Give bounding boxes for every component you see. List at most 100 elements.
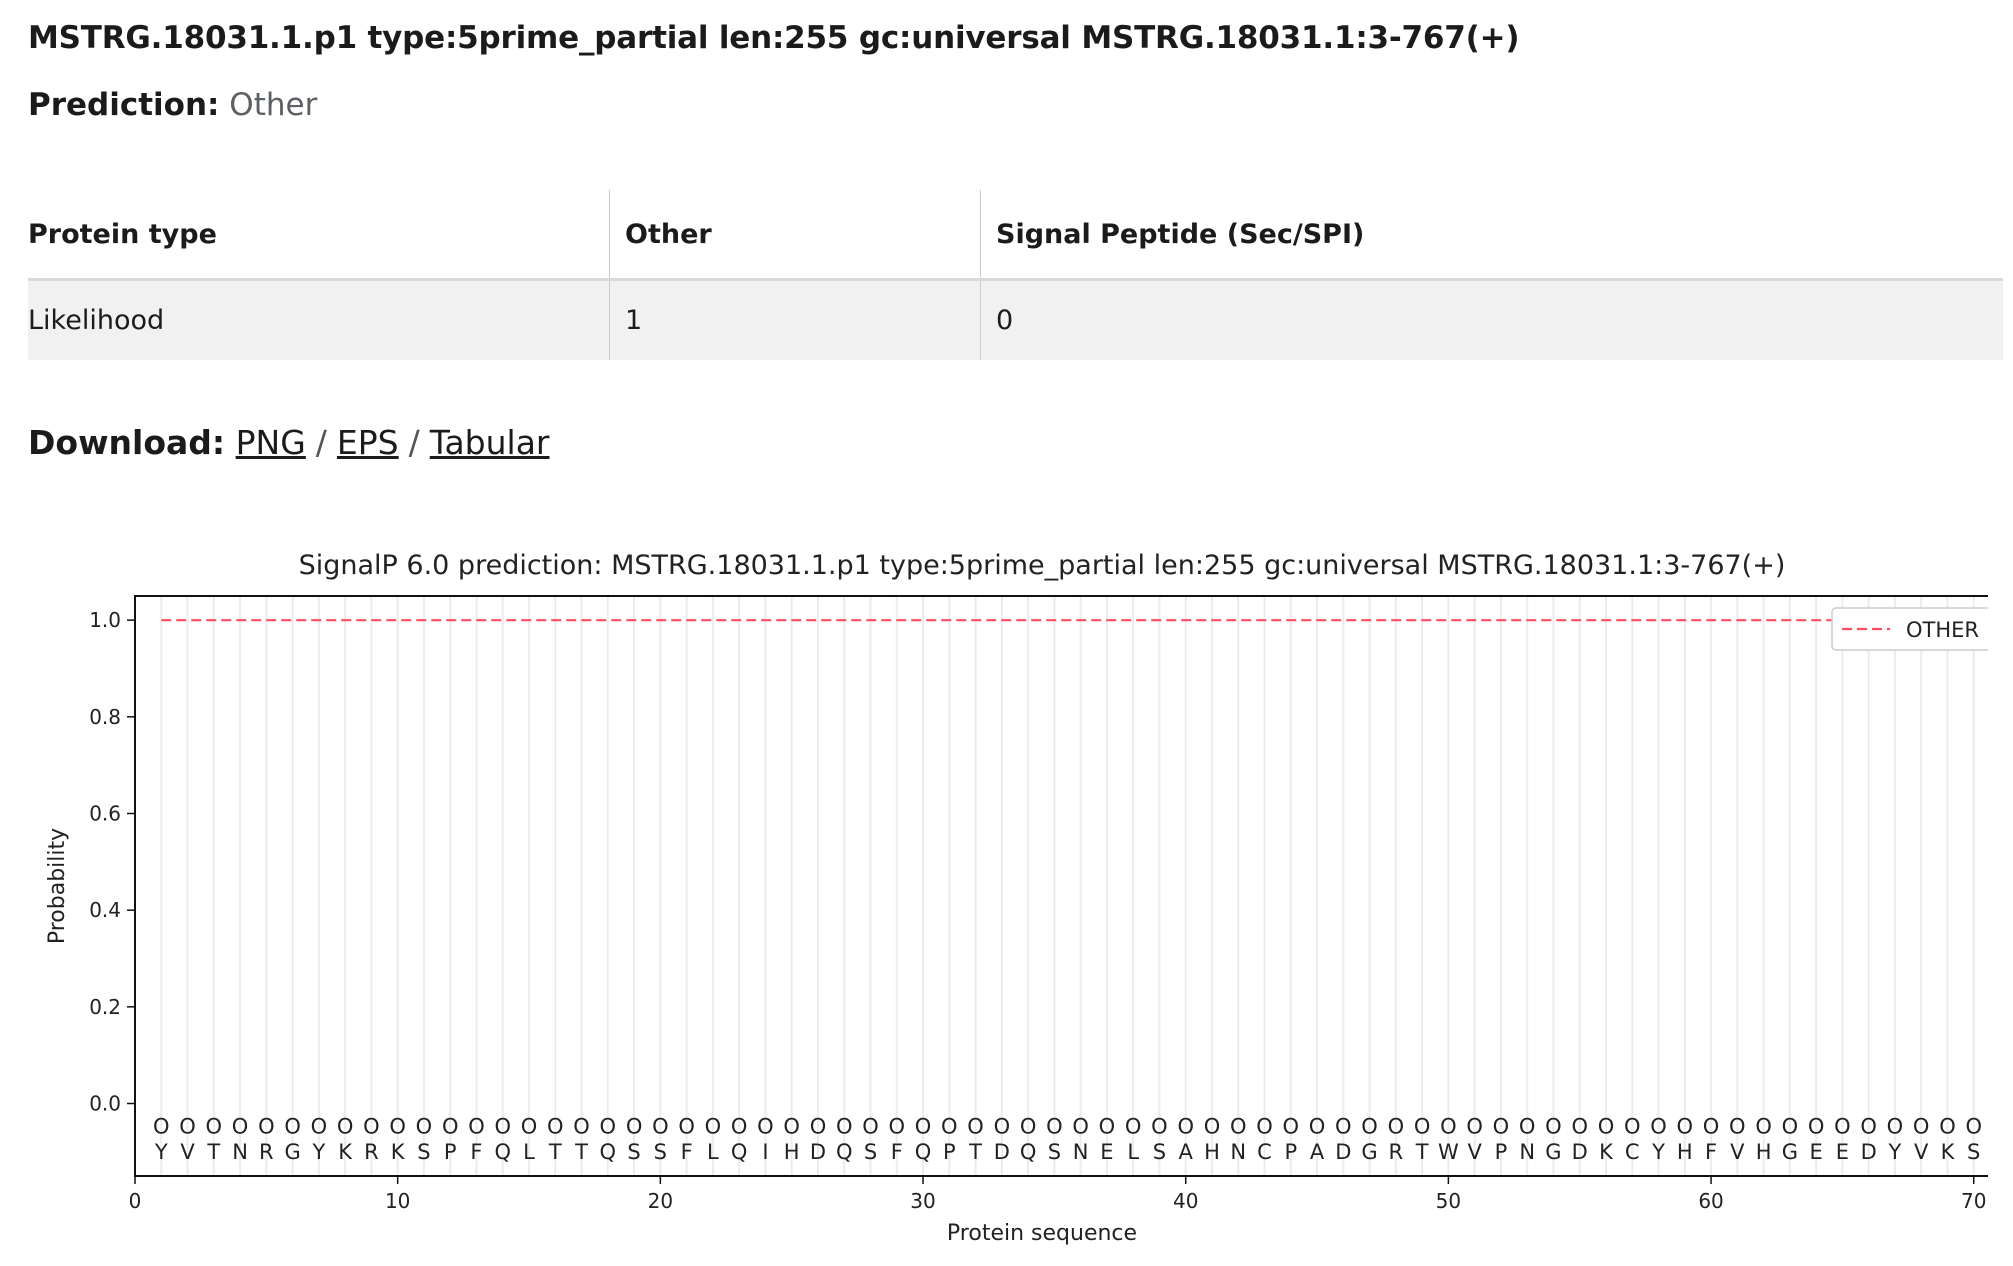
residue-marker: O: [1939, 1114, 1956, 1138]
residue-label: A: [1310, 1140, 1325, 1164]
residue-marker: O: [731, 1114, 748, 1138]
residue-marker: O: [915, 1114, 932, 1138]
residue-label: E: [1100, 1140, 1113, 1164]
residue-marker: O: [1755, 1114, 1772, 1138]
y-tick-label: 0.8: [89, 705, 121, 729]
residue-marker: O: [1099, 1114, 1116, 1138]
residue-label: N: [1230, 1140, 1246, 1164]
residue-label: K: [391, 1140, 406, 1164]
residue-label: W: [1438, 1140, 1459, 1164]
residue-label: K: [1599, 1140, 1614, 1164]
table-cell-signal-peptide-value: 0: [980, 279, 2003, 360]
download-png-link[interactable]: PNG: [235, 423, 306, 462]
residue-marker: O: [1703, 1114, 1720, 1138]
residue-label: P: [1284, 1140, 1297, 1164]
residue-label: N: [1519, 1140, 1535, 1164]
residue-marker: O: [337, 1114, 354, 1138]
x-tick-label: 50: [1436, 1189, 1461, 1213]
residue-marker: O: [179, 1114, 196, 1138]
residue-marker: O: [153, 1114, 170, 1138]
x-tick-label: 40: [1173, 1189, 1198, 1213]
download-separator: /: [408, 423, 420, 462]
residue-label: Q: [915, 1140, 932, 1164]
residue-label: Q: [731, 1140, 748, 1164]
residue-marker: O: [311, 1114, 328, 1138]
residue-marker: O: [1466, 1114, 1483, 1138]
residue-marker: O: [232, 1114, 249, 1138]
residue-label: H: [1756, 1140, 1772, 1164]
residue-label: H: [1204, 1140, 1220, 1164]
table-cell-other-value: 1: [609, 279, 981, 360]
residue-marker: O: [1151, 1114, 1168, 1138]
residue-label: H: [784, 1140, 800, 1164]
residue-marker: O: [1256, 1114, 1273, 1138]
residue-label: Q: [836, 1140, 853, 1164]
residue-marker: O: [1335, 1114, 1352, 1138]
residue-label: K: [1941, 1140, 1956, 1164]
residue-label: Q: [1020, 1140, 1037, 1164]
residue-label: L: [1127, 1140, 1139, 1164]
residue-marker: O: [1519, 1114, 1536, 1138]
residue-label: D: [1861, 1140, 1877, 1164]
residue-marker: O: [836, 1114, 853, 1138]
residue-label: N: [232, 1140, 248, 1164]
residue-label: R: [1389, 1140, 1404, 1164]
residue-label: R: [259, 1140, 274, 1164]
axes: 0 10 20 30 40 50 60 70 0.0 0.2 0.4 0.6 0.8 1.0: [89, 595, 1988, 1213]
residue-label: D: [1335, 1140, 1351, 1164]
legend-entry: OTHER: [1906, 618, 1979, 642]
prediction-value: Other: [229, 87, 318, 123]
residue-marker: O: [783, 1114, 800, 1138]
residue-label: S: [654, 1140, 667, 1164]
residue-marker: O: [442, 1114, 459, 1138]
download-tabular-link[interactable]: Tabular: [429, 423, 550, 462]
residue-label: V: [1914, 1140, 1929, 1164]
residue-label: I: [762, 1140, 768, 1164]
x-tick-label: 30: [910, 1189, 935, 1213]
table-header-protein-type: Protein type: [28, 190, 610, 281]
residue-marker: O: [206, 1114, 223, 1138]
residue-label: C: [1257, 1140, 1272, 1164]
residue-marker: O: [494, 1114, 511, 1138]
residue-label: S: [1153, 1140, 1166, 1164]
residue-marker: O: [258, 1114, 275, 1138]
residue-label: S: [1967, 1140, 1980, 1164]
residue-label: P: [444, 1140, 457, 1164]
residue-marker: O: [678, 1114, 695, 1138]
residue-label: E: [1809, 1140, 1822, 1164]
residue-marker: O: [1965, 1114, 1982, 1138]
residue-marker: O: [547, 1114, 564, 1138]
residue-label: E: [1836, 1140, 1849, 1164]
residue-label: K: [338, 1140, 353, 1164]
residue-marker: O: [1834, 1114, 1851, 1138]
residue-label: D: [810, 1140, 826, 1164]
residue-markers: OYOVOTONOROGOYOKOROKOSOPOFOQOLOTOTOQOSOS…: [153, 1114, 1982, 1164]
residue-label: R: [364, 1140, 379, 1164]
residue-marker: O: [652, 1114, 669, 1138]
residue-marker: O: [600, 1114, 617, 1138]
residue-marker: O: [1887, 1114, 1904, 1138]
residue-marker: O: [468, 1114, 485, 1138]
residue-label: T: [1415, 1140, 1429, 1164]
residue-marker: O: [888, 1114, 905, 1138]
residue-label: G: [284, 1140, 300, 1164]
residue-marker: O: [1729, 1114, 1746, 1138]
residue-marker: O: [1283, 1114, 1300, 1138]
residue-marker: O: [1650, 1114, 1667, 1138]
residue-label: T: [968, 1140, 982, 1164]
residue-label: F: [470, 1140, 482, 1164]
residue-label: T: [548, 1140, 562, 1164]
legend: OTHER: [1831, 607, 1988, 651]
residue-label: G: [1361, 1140, 1377, 1164]
residue-marker: O: [1493, 1114, 1510, 1138]
residue-marker: O: [363, 1114, 380, 1138]
residue-marker: O: [1624, 1114, 1641, 1138]
residue-marker: O: [1860, 1114, 1877, 1138]
residue-label: L: [707, 1140, 719, 1164]
y-tick-label: 1.0: [89, 608, 121, 632]
residue-label: N: [1073, 1140, 1089, 1164]
residue-label: Y: [154, 1140, 168, 1164]
residue-marker: O: [1440, 1114, 1457, 1138]
legend-box: [1831, 607, 1988, 651]
download-eps-link[interactable]: EPS: [336, 423, 399, 462]
